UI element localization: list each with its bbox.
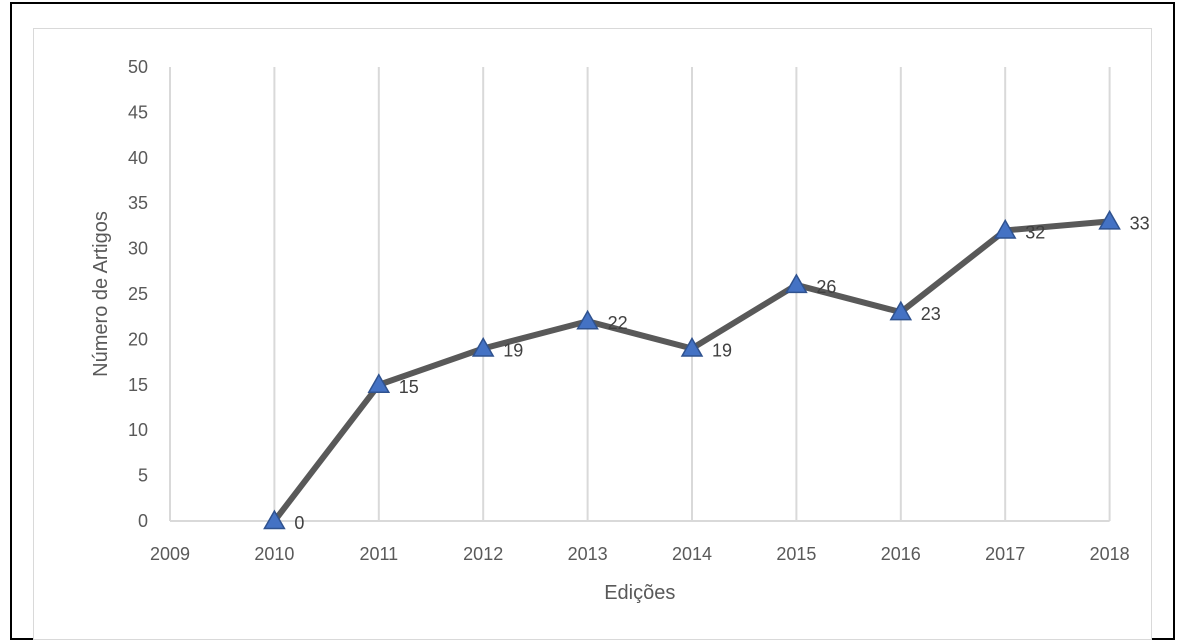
- x-tick-label: 2014: [672, 544, 712, 564]
- data-label: 22: [608, 313, 628, 333]
- data-point-marker: [576, 309, 599, 330]
- axes: 0 5 10 15 20 25 30 35 40 45 50 2009 2010 2011 2012 2013…: [128, 57, 1130, 564]
- data-point-marker: [993, 218, 1017, 239]
- data-point-marker: [680, 336, 704, 357]
- x-tick-label: 2016: [881, 544, 921, 564]
- data-label: 15: [399, 377, 419, 397]
- chart-area: [33, 28, 1152, 640]
- x-tick-label: 2009: [150, 544, 190, 564]
- data-point-marker: [263, 509, 286, 530]
- y-axis-title: Número de Artigos: [90, 211, 112, 377]
- data-point-marker: [367, 373, 391, 394]
- data-labels: 0 15 19 22 19 26 23 32 33: [294, 213, 1149, 533]
- x-tick-label: 2011: [359, 544, 398, 564]
- y-tick-label: 5: [138, 466, 148, 486]
- x-tick-label: 2013: [568, 544, 608, 564]
- data-label: 23: [921, 304, 941, 324]
- y-tick-label: 20: [128, 329, 148, 349]
- y-tick-label: 15: [128, 375, 148, 395]
- data-label: 26: [816, 277, 836, 297]
- x-tick-label: 2017: [985, 544, 1025, 564]
- data-point-marker: [1098, 209, 1121, 230]
- y-tick-label: 0: [138, 511, 148, 531]
- data-label: 19: [503, 340, 523, 360]
- x-tick-label: 2018: [1090, 544, 1130, 564]
- gridlines: [169, 67, 1111, 521]
- data-label: 33: [1130, 213, 1150, 233]
- markers: [263, 209, 1121, 530]
- data-label: 19: [712, 340, 732, 360]
- x-tick-label: 2012: [463, 544, 503, 564]
- x-tick-label: 2010: [254, 544, 294, 564]
- x-axis-title: Edições: [604, 582, 675, 604]
- data-point-marker: [889, 300, 913, 321]
- y-tick-label: 35: [128, 193, 148, 213]
- data-label: 32: [1025, 222, 1045, 242]
- y-tick-label: 50: [128, 57, 148, 77]
- data-point-marker: [471, 336, 495, 357]
- x-tick-label: 2015: [776, 544, 816, 564]
- y-tick-label: 45: [128, 102, 148, 122]
- y-tick-label: 25: [128, 284, 148, 304]
- y-tick-label: 40: [128, 148, 148, 168]
- data-point-marker: [785, 273, 808, 294]
- data-label: 0: [294, 513, 304, 533]
- y-tick-label: 30: [128, 239, 148, 259]
- y-tick-label: 10: [128, 420, 148, 440]
